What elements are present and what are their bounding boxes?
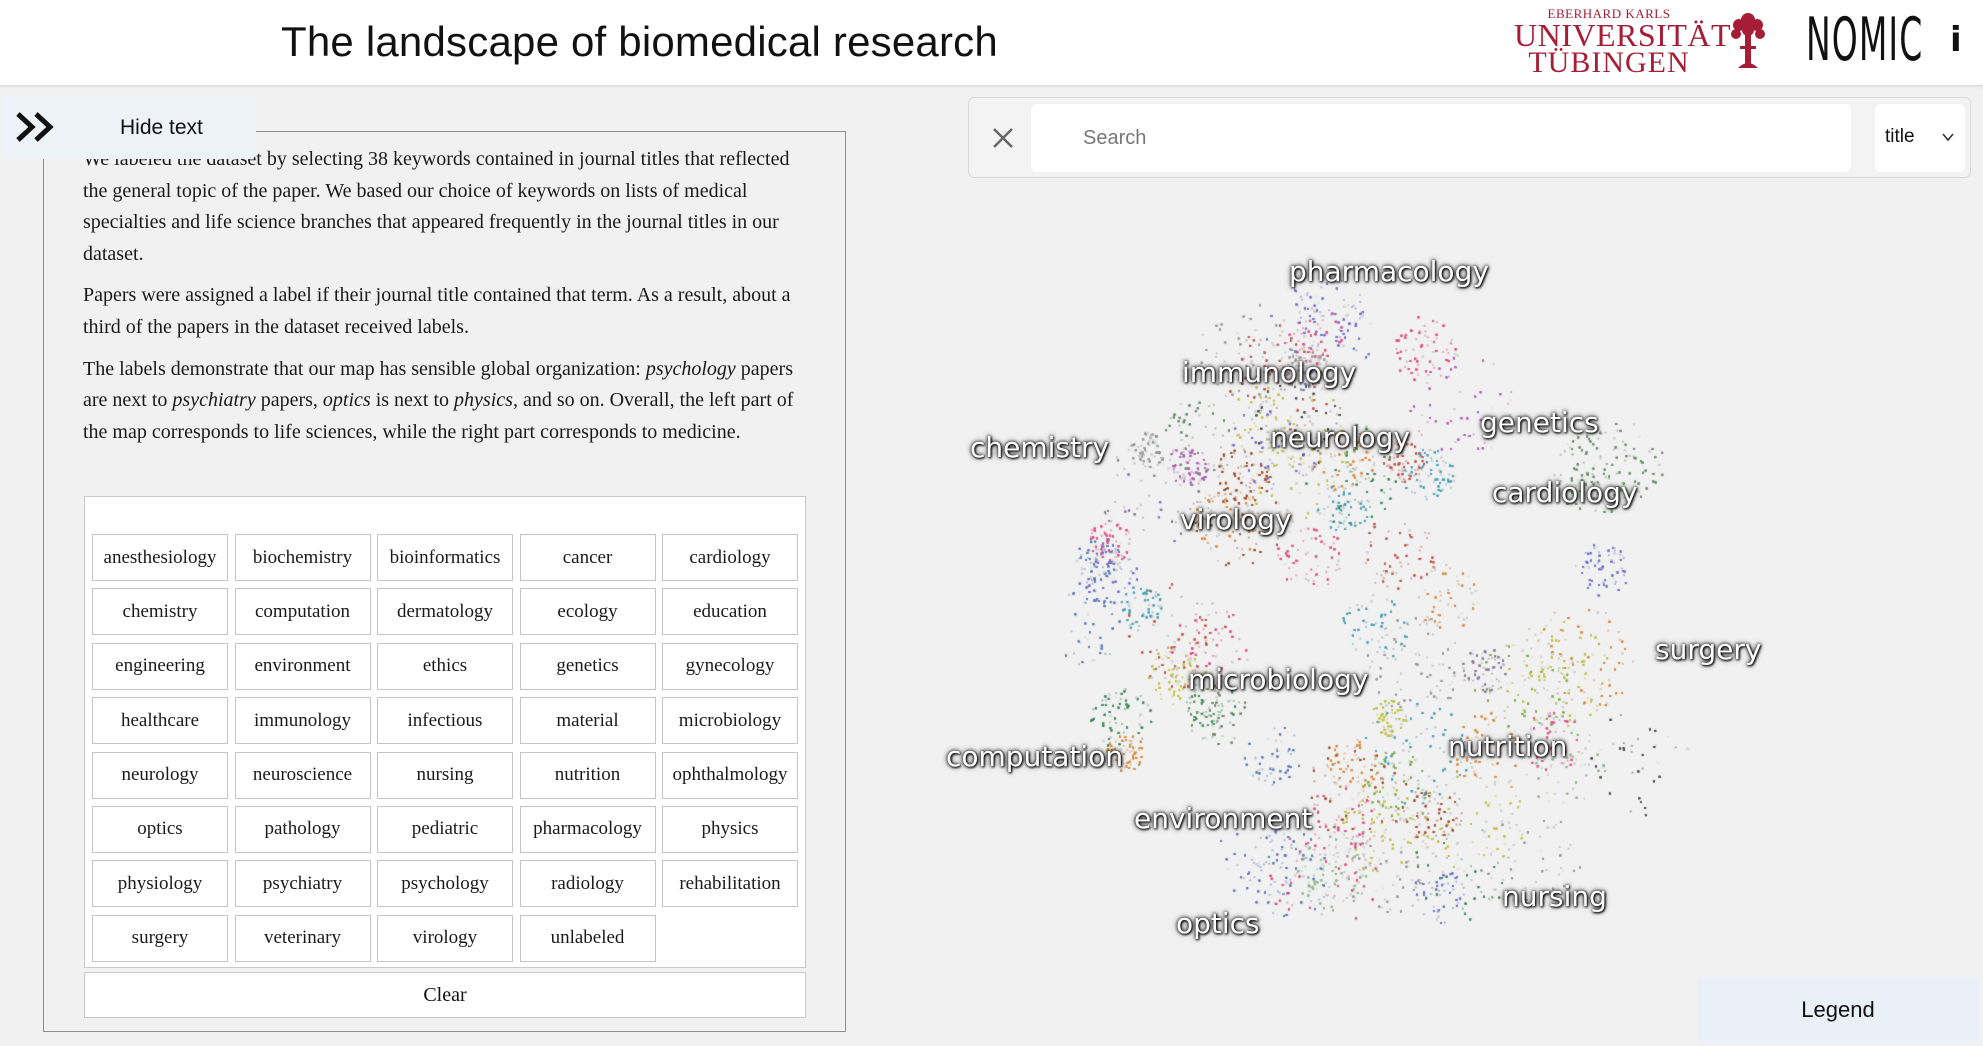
label-tag-healthcare[interactable]: healthcare	[92, 697, 228, 745]
logo-line-2: UNIVERSITÄT	[1514, 17, 1732, 53]
label-tag-nutrition[interactable]: nutrition	[519, 751, 656, 799]
label-tag-psychiatry[interactable]: psychiatry	[234, 860, 371, 908]
label-tag-genetics[interactable]: genetics	[519, 642, 656, 690]
chevron-down-icon	[1942, 133, 1954, 142]
hide-text-label: Hide text	[120, 116, 203, 139]
logo-line-1: EBERHARD KARLS	[1547, 6, 1671, 21]
label-tag-nursing[interactable]: nursing	[377, 751, 513, 799]
label-tag-radiology[interactable]: radiology	[519, 860, 656, 908]
hide-text-button[interactable]: Hide text	[2, 96, 256, 159]
nomic-logo: NOMIC	[1806, 5, 1924, 75]
embedding-map[interactable]: pharmacology immunology chemistry geneti…	[940, 185, 1840, 1035]
p3-emphasis: psychiatry	[172, 389, 256, 412]
label-tag-anesthesiology[interactable]: anesthesiology	[92, 534, 228, 581]
p3-emphasis: psychology	[645, 357, 736, 380]
label-tag-unlabeled[interactable]: unlabeled	[519, 914, 656, 962]
legend-button[interactable]: Legend	[1697, 977, 1979, 1043]
page-title: The landscape of biomedical research	[281, 18, 998, 65]
label-tag-engineering[interactable]: engineering	[92, 642, 228, 690]
label-tag-pathology[interactable]: pathology	[234, 805, 371, 853]
label-tag-bioinformatics[interactable]: bioinformatics	[377, 534, 513, 581]
label-tag-cancer[interactable]: cancer	[519, 534, 656, 581]
p3-text: The labels demonstrate that our map has …	[83, 357, 646, 380]
p3-emphasis: physics	[454, 389, 513, 412]
paragraph-2: Papers were assigned a label if their jo…	[83, 284, 791, 338]
p3-text: papers,	[255, 389, 323, 412]
label-tag-environment[interactable]: environment	[234, 642, 371, 690]
label-tag-rehabilitation[interactable]: rehabilitation	[662, 860, 798, 908]
label-tag-surgery[interactable]: surgery	[92, 914, 228, 962]
label-tag-neurology[interactable]: neurology	[92, 751, 228, 799]
label-tag-dermatology[interactable]: dermatology	[377, 588, 513, 636]
label-tag-physics[interactable]: physics	[662, 805, 798, 853]
university-tuebingen-logo: EBERHARD KARLS UNIVERSITÄT TÜBINGEN	[1514, 6, 1732, 79]
p3-text: papers are next to	[83, 357, 793, 412]
p3-text: is next to	[370, 389, 455, 412]
label-tag-psychology[interactable]: psychology	[377, 860, 513, 908]
p3-text: , and so on. Overall, the left part of t…	[83, 389, 794, 443]
label-tag-ophthalmology[interactable]: ophthalmology	[662, 751, 798, 799]
search-input[interactable]	[1031, 104, 1851, 172]
label-tag-computation[interactable]: computation	[234, 588, 371, 636]
label-tag-pharmacology[interactable]: pharmacology	[519, 805, 656, 853]
label-tag-neuroscience[interactable]: neuroscience	[234, 751, 371, 799]
label-tag-microbiology[interactable]: microbiology	[662, 697, 798, 745]
label-tag-education[interactable]: education	[662, 588, 798, 636]
close-icon[interactable]	[985, 120, 1021, 156]
double-chevron-right-icon	[16, 112, 54, 142]
label-filter-box: anesthesiology biochemistry bioinformatics…	[84, 496, 806, 968]
label-tag-ecology[interactable]: ecology	[519, 588, 656, 636]
paragraph-1: We labeled the dataset by selecting 38 k…	[83, 148, 790, 265]
logo-line-3: TÜBINGEN	[1528, 46, 1690, 79]
header-bar: The landscape of biomedical research EBE…	[0, 0, 1983, 86]
label-tag-virology[interactable]: virology	[377, 914, 513, 962]
info-icon[interactable]: i	[1950, 20, 1962, 60]
label-tag-ethics[interactable]: ethics	[377, 642, 513, 690]
clear-button[interactable]: Clear	[84, 972, 806, 1018]
palm-tree-icon	[1731, 13, 1765, 68]
label-tag-gynecology[interactable]: gynecology	[662, 642, 798, 690]
label-filter-grid: anesthesiology biochemistry bioinformatics…	[92, 534, 802, 962]
label-tag-optics[interactable]: optics	[92, 805, 228, 853]
map-canvas[interactable]	[940, 185, 1840, 1035]
label-tag-cardiology[interactable]: cardiology	[662, 534, 798, 581]
label-tag-pediatric[interactable]: pediatric	[377, 805, 513, 853]
description-panel: We labeled the dataset by selecting 38 k…	[43, 131, 846, 1032]
search-field-value: title	[1885, 126, 1915, 147]
label-tag-material[interactable]: material	[519, 697, 656, 745]
label-tag-biochemistry[interactable]: biochemistry	[234, 534, 371, 581]
paragraph-3: The labels demonstrate that our map has …	[83, 354, 813, 449]
label-tag-chemistry[interactable]: chemistry	[92, 588, 228, 636]
p3-emphasis: optics	[322, 389, 371, 412]
label-tag-veterinary[interactable]: veterinary	[234, 914, 371, 962]
search-field-select[interactable]: title	[1875, 104, 1965, 172]
label-tag-infectious[interactable]: infectious	[377, 697, 513, 745]
label-tag-physiology[interactable]: physiology	[92, 860, 228, 908]
description-text: We labeled the dataset by selecting 38 k…	[83, 144, 813, 458]
search-bar: title	[968, 97, 1971, 178]
label-tag-immunology[interactable]: immunology	[234, 697, 371, 745]
